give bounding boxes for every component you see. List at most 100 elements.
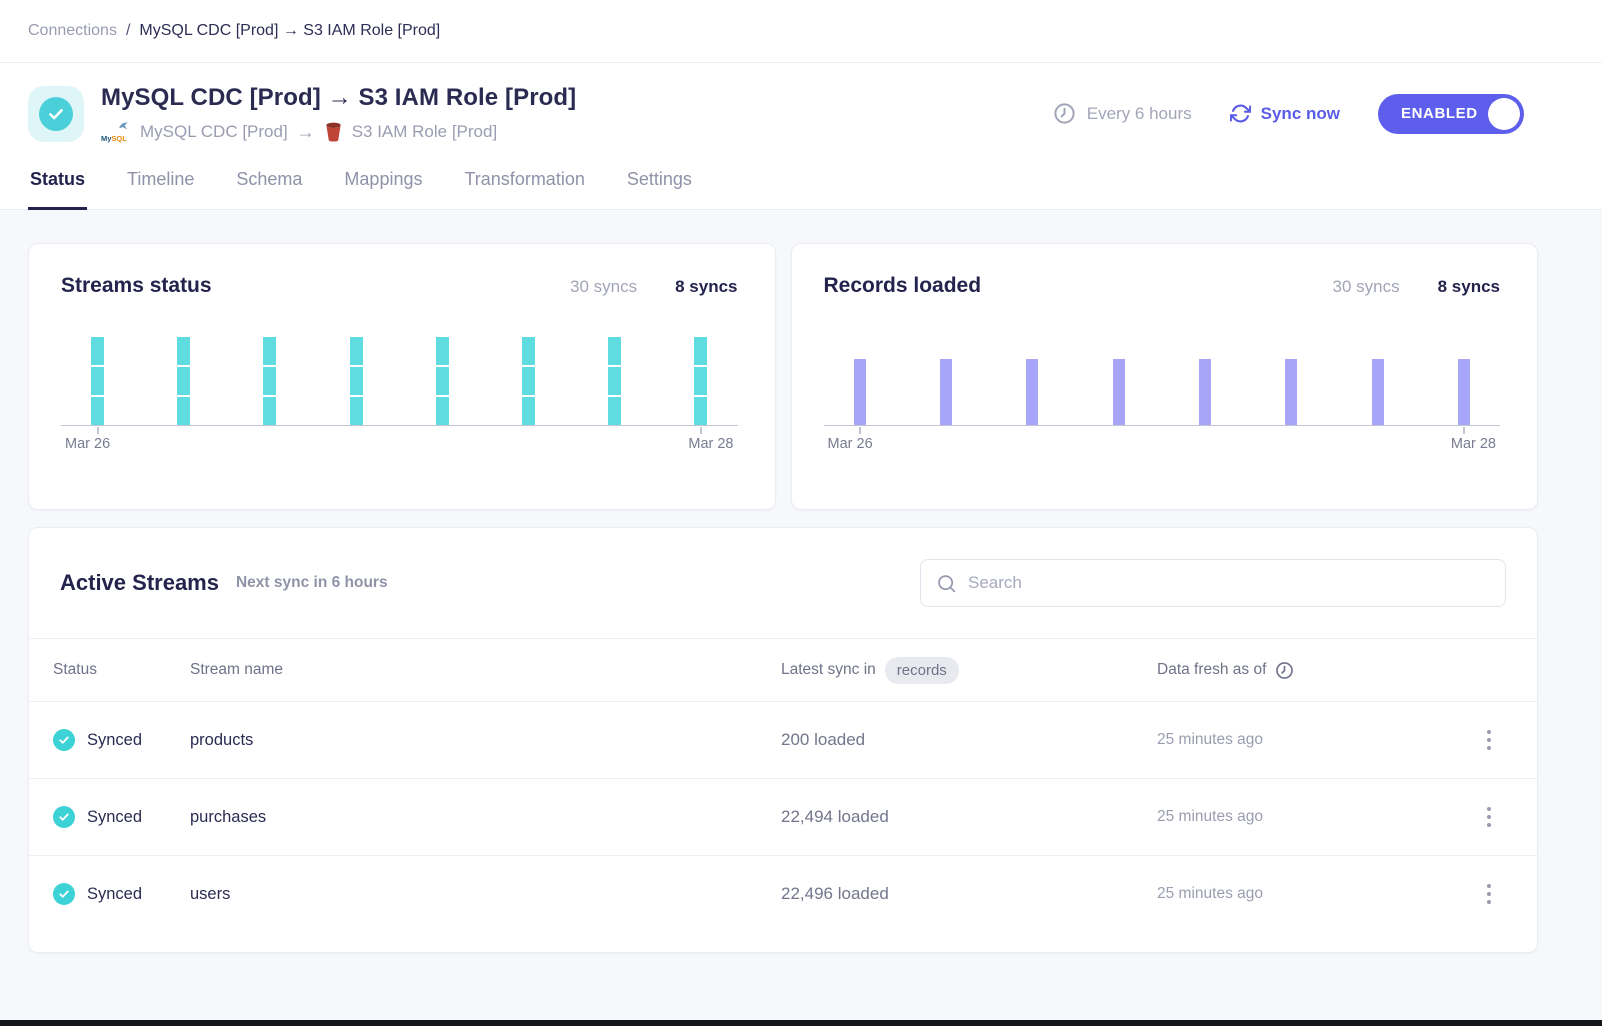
clock-icon <box>1276 661 1294 679</box>
streams-status-legend: 30 syncs 8 syncs <box>570 277 737 297</box>
toggle-knob <box>1488 97 1520 130</box>
breadcrumb-connections-link[interactable]: Connections <box>28 22 117 39</box>
top-header-section: Connections / MySQL CDC [Prod] → S3 IAM … <box>0 0 1602 210</box>
chart-bar <box>349 337 363 425</box>
records-loaded-header: Records loaded 30 syncs 8 syncs <box>824 274 1501 298</box>
s3-bucket-icon <box>326 122 341 142</box>
stream-name[interactable]: users <box>190 884 231 903</box>
chart-bar <box>853 359 866 425</box>
chart-bar <box>177 337 191 425</box>
row-menu-button[interactable] <box>1465 878 1513 910</box>
table-row: Synced products 200 loaded 25 minutes ag… <box>29 701 1537 778</box>
streams-status-bars <box>61 337 738 426</box>
table-row: Synced purchases 22,494 loaded 25 minute… <box>29 778 1537 855</box>
records-loaded-chart: Mar 26 Mar 28 <box>823 338 1501 452</box>
source-name[interactable]: MySQL CDC [Prod] <box>140 122 288 141</box>
col-latest-sync: Latest sync in records <box>781 656 1157 684</box>
records-loaded-x-axis: Mar 26 Mar 28 <box>824 436 1501 452</box>
chart-bar <box>91 337 104 425</box>
breadcrumb: Connections / MySQL CDC [Prod] → S3 IAM … <box>0 0 1602 63</box>
streams-status-card: Streams status 30 syncs 8 syncs Mar 26 M… <box>28 243 776 510</box>
row-menu-button[interactable] <box>1465 724 1513 756</box>
active-streams-title: Active Streams <box>60 570 219 595</box>
streams-status-title: Streams status <box>61 274 212 297</box>
svg-text:MySQL: MySQL <box>101 134 127 143</box>
tab-settings[interactable]: Settings <box>626 169 692 189</box>
chart-bar <box>1198 359 1211 425</box>
legend-shown-syncs[interactable]: 8 syncs <box>1437 277 1500 296</box>
active-streams-card: Active Streams Next sync in 6 hours Stat… <box>28 527 1538 953</box>
records-loaded-card: Records loaded 30 syncs 8 syncs Mar 26 M… <box>790 243 1538 510</box>
data-fresh-value: 25 minutes ago <box>1157 731 1263 748</box>
row-menu-button[interactable] <box>1465 801 1513 833</box>
tab-mappings[interactable]: Mappings <box>344 169 423 189</box>
active-streams-header: Active Streams Next sync in 6 hours <box>29 528 1537 638</box>
table-row: Synced users 22,496 loaded 25 minutes ag… <box>29 855 1537 932</box>
x-tick-label-end: Mar 28 <box>1450 436 1496 452</box>
sync-now-label: Sync now <box>1260 103 1340 123</box>
status-text: Synced <box>87 807 143 826</box>
data-fresh-value: 25 minutes ago <box>1157 885 1263 902</box>
breadcrumb-current: MySQL CDC [Prod] → S3 IAM Role [Prod] <box>139 22 441 39</box>
search-input[interactable] <box>968 573 1490 593</box>
legend-shown-syncs[interactable]: 8 syncs <box>675 277 738 296</box>
check-circle-icon <box>39 96 73 131</box>
chart-bar <box>1285 359 1298 425</box>
legend-total-syncs[interactable]: 30 syncs <box>570 277 638 296</box>
window-bottom-edge <box>0 1020 1602 1026</box>
chart-bar <box>1026 359 1039 425</box>
tab-bar: Status Timeline Schema Mappings Transfor… <box>0 159 1602 210</box>
records-loaded-value: 200 loaded <box>781 730 866 749</box>
tab-status[interactable]: Status <box>28 159 88 210</box>
x-tick-label-start: Mar 26 <box>65 436 111 452</box>
charts-row: Streams status 30 syncs 8 syncs Mar 26 M… <box>28 243 1538 510</box>
enabled-toggle[interactable]: ENABLED <box>1378 93 1524 134</box>
stream-status: Synced <box>53 729 190 751</box>
legend-total-syncs[interactable]: 30 syncs <box>1332 277 1400 296</box>
col-status: Status <box>53 661 97 678</box>
search-icon <box>938 574 956 592</box>
chart-bar <box>1457 359 1470 425</box>
arrow-icon: → <box>296 121 315 142</box>
page-title: MySQL CDC [Prod] → S3 IAM Role [Prod] <box>101 84 577 111</box>
records-loaded-bars <box>823 338 1500 426</box>
records-loaded-value: 22,494 loaded <box>781 807 889 826</box>
records-loaded-title: Records loaded <box>823 274 982 297</box>
x-tick-label-end: Mar 28 <box>688 436 734 452</box>
chart-bar <box>263 337 277 425</box>
records-loaded-value: 22,496 loaded <box>781 884 889 903</box>
clock-icon <box>1054 103 1075 124</box>
chart-bar <box>608 337 622 425</box>
records-unit-badge[interactable]: records <box>884 656 959 684</box>
col-data-fresh: Data fresh as of <box>1157 661 1465 680</box>
connection-status-icon <box>28 85 84 142</box>
mysql-icon: MySQL <box>101 122 128 143</box>
connection-subtitle: MySQL MySQL CDC [Prod] → S3 IAM Role [Pr… <box>101 121 1053 143</box>
tab-schema[interactable]: Schema <box>236 169 303 189</box>
latest-sync-label: Latest sync in <box>781 661 876 678</box>
connection-title-block: MySQL CDC [Prod] → S3 IAM Role [Prod] My… <box>101 84 1053 143</box>
data-fresh-value: 25 minutes ago <box>1157 808 1263 825</box>
main-content: Streams status 30 syncs 8 syncs Mar 26 M… <box>0 210 1602 953</box>
destination-name[interactable]: S3 IAM Role [Prod] <box>351 122 498 141</box>
next-sync-label: Next sync in 6 hours <box>235 574 388 591</box>
chart-bar <box>435 337 449 425</box>
sync-now-button[interactable]: Sync now <box>1229 103 1340 124</box>
data-fresh-label: Data fresh as of <box>1157 661 1267 678</box>
stream-search[interactable] <box>920 559 1506 607</box>
tab-transformation[interactable]: Transformation <box>464 169 585 189</box>
schedule-label: Every 6 hours <box>1086 103 1192 123</box>
streams-status-header: Streams status 30 syncs 8 syncs <box>61 274 738 298</box>
chart-bar <box>1371 359 1384 425</box>
refresh-icon <box>1229 104 1251 123</box>
streams-table-header: Status Stream name Latest sync in record… <box>29 638 1537 701</box>
stream-status: Synced <box>53 883 190 905</box>
stream-name[interactable]: purchases <box>190 807 267 826</box>
stream-name[interactable]: products <box>190 730 254 749</box>
synced-check-icon <box>53 729 75 751</box>
sync-schedule: Every 6 hours <box>1053 102 1192 125</box>
chart-bar <box>522 337 536 425</box>
col-stream-name: Stream name <box>190 661 284 678</box>
tab-timeline[interactable]: Timeline <box>127 169 195 189</box>
header-controls: Every 6 hours Sync now ENABLED <box>1053 93 1524 134</box>
